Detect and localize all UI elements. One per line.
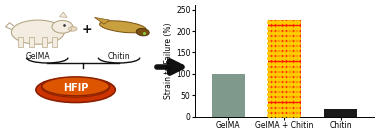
Ellipse shape [36,77,115,103]
FancyArrowPatch shape [157,61,182,73]
Bar [18,37,23,47]
Ellipse shape [68,27,77,31]
Bar [52,37,57,47]
Y-axis label: Strain to Failure (%): Strain to Failure (%) [164,23,173,99]
Polygon shape [94,17,110,24]
Bar [29,37,34,47]
Bar [212,74,245,117]
Ellipse shape [11,20,64,44]
Bar [268,20,301,117]
Ellipse shape [42,77,110,97]
Bar [324,109,357,117]
Polygon shape [60,12,67,17]
Text: Chitin: Chitin [108,52,130,61]
Bar [42,37,47,47]
Text: +: + [82,23,92,36]
Ellipse shape [136,28,149,36]
Text: HFIP: HFIP [63,83,88,93]
Ellipse shape [99,21,146,33]
Ellipse shape [52,21,73,33]
Text: GelMA: GelMA [25,52,50,61]
